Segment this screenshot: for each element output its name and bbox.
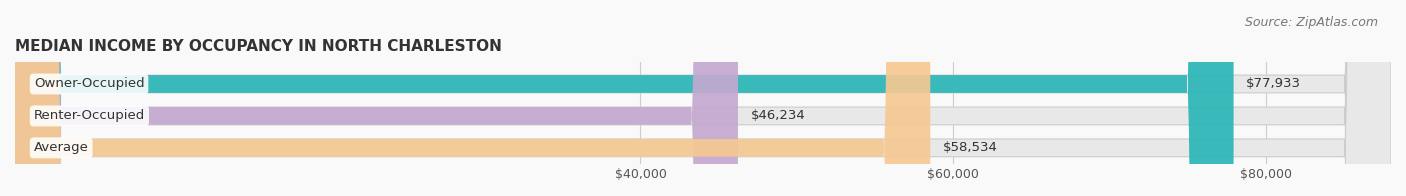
Text: Source: ZipAtlas.com: Source: ZipAtlas.com — [1244, 16, 1378, 29]
Text: Renter-Occupied: Renter-Occupied — [34, 109, 145, 122]
Text: $77,933: $77,933 — [1246, 77, 1301, 91]
Text: Average: Average — [34, 141, 89, 154]
FancyBboxPatch shape — [15, 0, 738, 196]
FancyBboxPatch shape — [15, 0, 1391, 196]
Text: Owner-Occupied: Owner-Occupied — [34, 77, 145, 91]
Text: $58,534: $58,534 — [943, 141, 998, 154]
Text: MEDIAN INCOME BY OCCUPANCY IN NORTH CHARLESTON: MEDIAN INCOME BY OCCUPANCY IN NORTH CHAR… — [15, 39, 502, 54]
FancyBboxPatch shape — [15, 0, 931, 196]
Text: $46,234: $46,234 — [751, 109, 806, 122]
FancyBboxPatch shape — [15, 0, 1233, 196]
FancyBboxPatch shape — [15, 0, 1391, 196]
FancyBboxPatch shape — [15, 0, 1391, 196]
